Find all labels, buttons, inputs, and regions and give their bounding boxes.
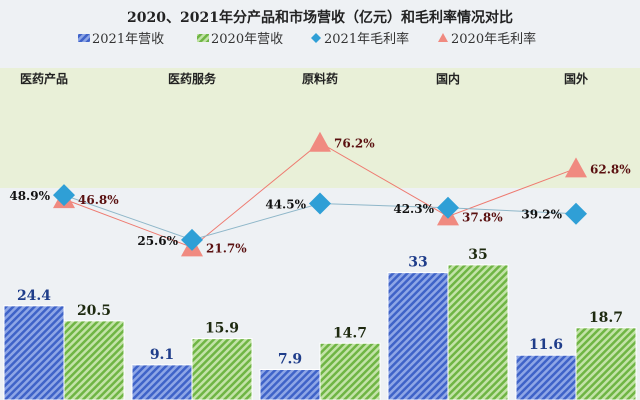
category-label: 医药产品 [20,71,68,86]
margin-label-2021: 44.5% [265,198,306,212]
bar-value-label: 15.9 [205,321,239,337]
bar-value-label: 35 [468,247,487,263]
category-labels: 医药产品 医药服务 原料药 国内 国外 [20,71,588,86]
background-band [0,68,640,188]
legend: 2021年营收 2020年营收 2021年毛利率 2020年毛利率 [78,31,536,47]
bar-2021 [387,272,449,400]
category-label: 国外 [564,71,588,86]
bar-2021 [3,305,65,400]
bar-2020 [575,327,637,400]
category-label: 国内 [436,71,460,86]
legend-label: 2020年营收 [211,32,283,47]
bar-value-label: 24.4 [17,288,51,304]
margin-label-2020: 21.7% [206,241,247,255]
bar-value-label: 11.6 [529,337,563,353]
margin-label-2021: 42.3% [393,202,434,216]
bar-2021 [515,354,577,400]
margin-label-2021: 25.6% [137,234,178,248]
margin-label-2020: 46.8% [78,193,119,207]
bar-value-label: 14.7 [333,325,367,341]
category-label: 医药服务 [168,71,217,86]
bar-value-label: 20.5 [77,303,111,319]
margin-label-2021: 39.2% [521,208,562,222]
bar-value-label: 7.9 [278,352,302,368]
bar-2020 [319,342,381,400]
triangle-marker [309,131,331,152]
diamond-marker [565,202,587,225]
legend-label: 2021年毛利率 [324,31,409,47]
diamond-marker [437,196,459,219]
bar-value-label: 33 [408,255,427,271]
legend-label: 2020年毛利率 [451,31,536,47]
bar-2021 [131,364,193,400]
diamond-marker [309,192,331,215]
triangle-marker [565,157,587,178]
legend-triangle-icon [438,33,448,42]
margin-label-2020: 76.2% [334,137,375,151]
bar-2020 [191,338,253,400]
bar-value-label: 18.7 [589,310,623,326]
bar-2021 [259,369,321,400]
bar-2020 [63,320,125,400]
bar-value-label: 9.1 [150,347,174,363]
chart-title: 2020、2021年分产品和市场营收（亿元）和毛利率情况对比 [127,9,513,26]
legend-diamond-icon [311,33,321,43]
margin-label-2020: 37.8% [462,210,503,224]
margin-label-2020: 62.8% [590,162,631,176]
legend-label: 2021年营收 [92,32,164,47]
category-label: 原料药 [302,71,338,86]
legend-swatch-1 [197,34,209,42]
lines: 46.8% 21.7% 76.2% 37.8% 62.8% 48.9% 25.6% 44.5%… [9,131,631,257]
bar-2020 [447,264,509,400]
diamond-marker [181,228,203,251]
legend-swatch-0 [78,34,90,42]
margin-label-2021: 48.9% [9,189,50,203]
bars: 24.4 9.1 7.9 33 11.6 20.5 15.9 14.7 35 18.7 [3,247,637,400]
diamond-marker [53,184,75,207]
